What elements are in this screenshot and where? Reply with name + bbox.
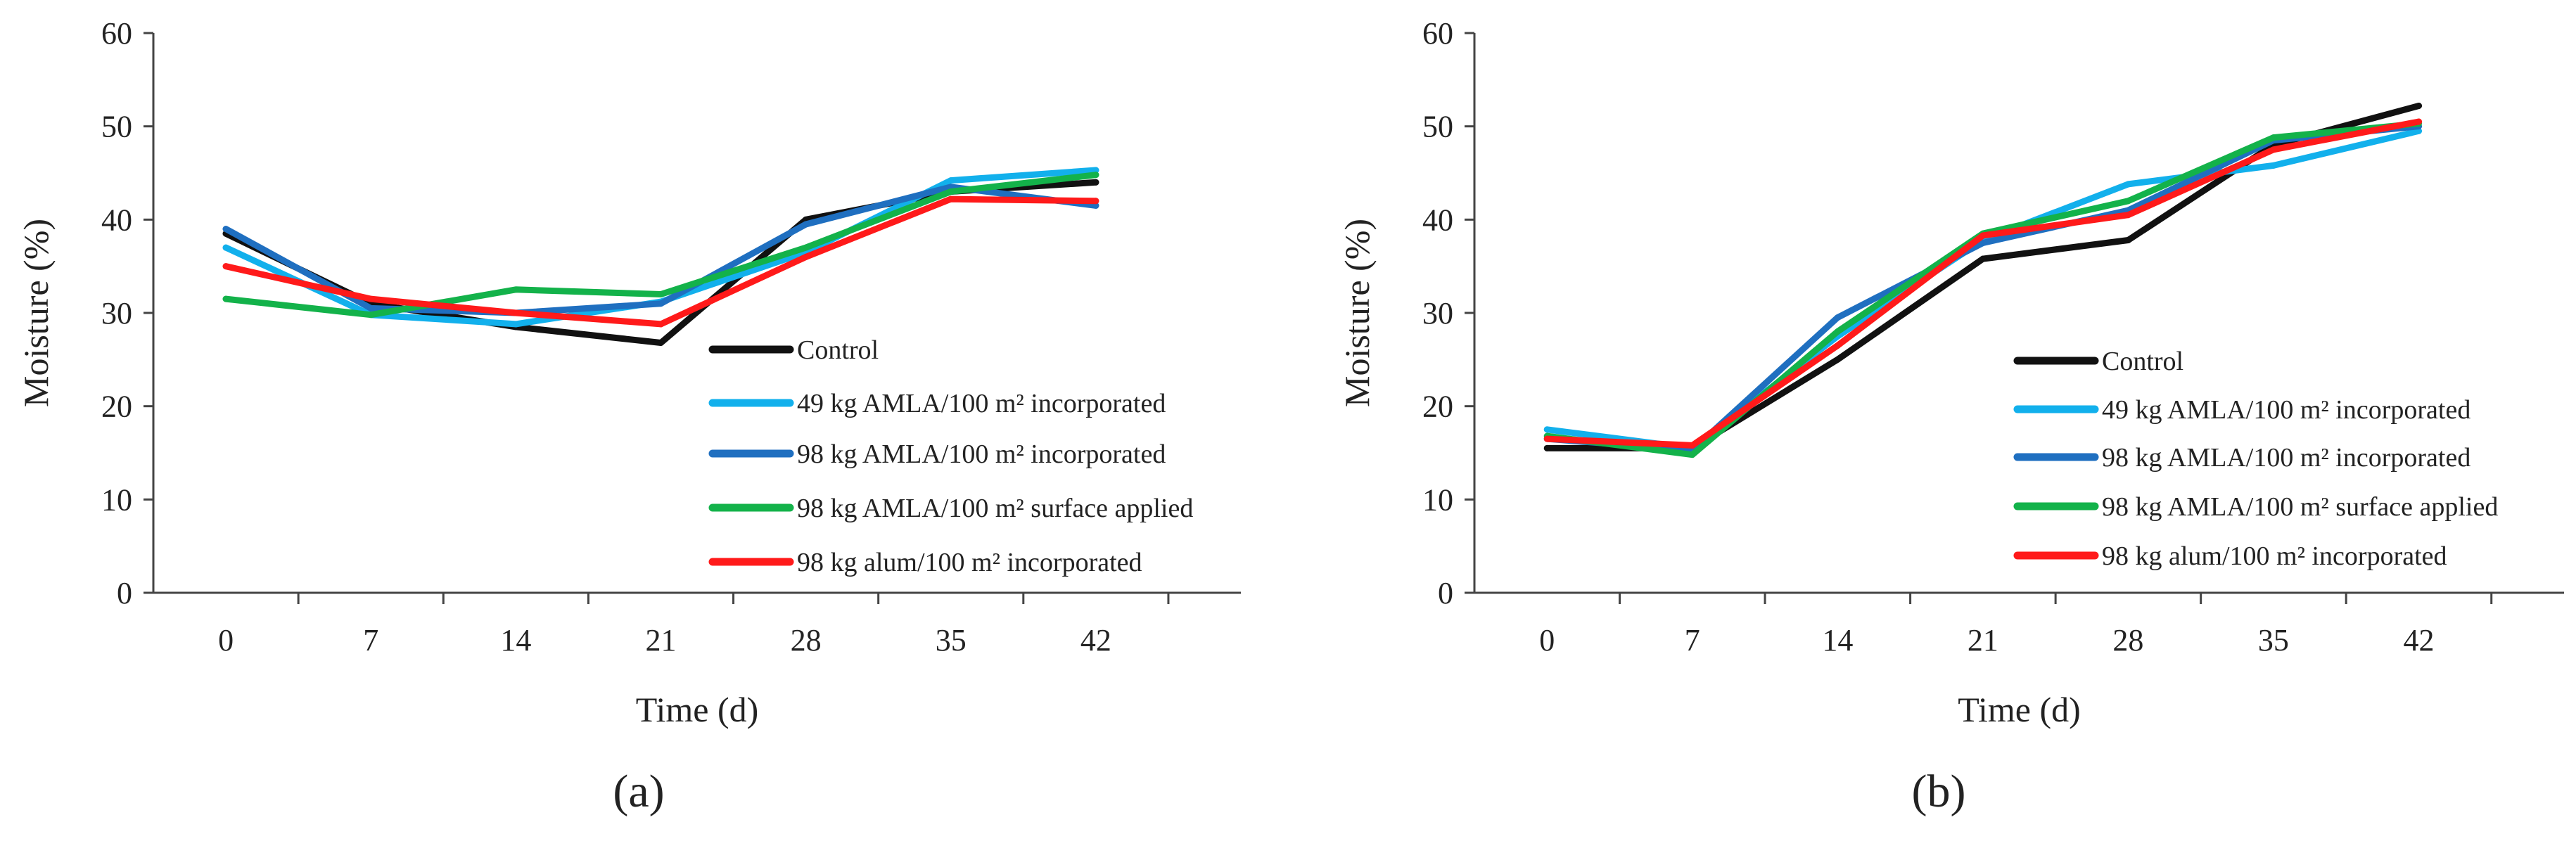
- data-point: [222, 263, 229, 270]
- data-point: [2270, 162, 2277, 169]
- data-point: [948, 195, 955, 203]
- data-point: [512, 286, 519, 293]
- data-point: [2415, 102, 2422, 109]
- data-point: [948, 188, 955, 195]
- data-point: [1979, 255, 1987, 262]
- y-tick-label: 60: [101, 16, 132, 51]
- legend-label: Control: [2102, 347, 2183, 376]
- x-tick-label: 21: [1968, 623, 1998, 657]
- y-axis-title: Moisture (%): [1337, 219, 1377, 407]
- panel-label: (a): [613, 766, 664, 817]
- data-point: [222, 226, 229, 233]
- x-tick-label: 0: [218, 623, 234, 657]
- x-tick-label: 35: [936, 623, 967, 657]
- data-point: [1543, 435, 1550, 442]
- data-point: [1092, 167, 1099, 174]
- x-tick-label: 35: [2258, 623, 2289, 657]
- data-point: [803, 244, 810, 251]
- data-point: [1834, 342, 1841, 349]
- y-axis-title: Moisture (%): [16, 219, 56, 407]
- data-point: [222, 295, 229, 302]
- y-tick-label: 50: [1422, 110, 1453, 144]
- data-point: [222, 244, 229, 251]
- x-tick-label: 28: [791, 623, 822, 657]
- x-tick-label: 42: [1080, 623, 1111, 657]
- data-point: [1834, 314, 1841, 321]
- data-point: [1689, 451, 1696, 458]
- data-point: [803, 221, 810, 228]
- data-point: [1979, 240, 1987, 246]
- x-axis-title: Time (d): [636, 690, 759, 729]
- data-point: [2270, 146, 2277, 153]
- y-tick-label: 0: [1438, 576, 1453, 610]
- x-tick-label: 7: [1685, 623, 1700, 657]
- data-point: [1689, 442, 1696, 449]
- legend-label: 49 kg AMLA/100 m² incorporated: [797, 389, 1166, 418]
- y-tick-label: 60: [1422, 16, 1453, 51]
- x-tick-label: 28: [2112, 623, 2143, 657]
- data-point: [1543, 426, 1550, 433]
- data-point: [367, 295, 374, 302]
- y-tick-label: 10: [101, 482, 132, 517]
- y-tick-label: 30: [1422, 296, 1453, 330]
- legend-label: 49 kg AMLA/100 m² incorporated: [2102, 395, 2470, 425]
- series-line: [222, 179, 1099, 346]
- data-point: [1092, 172, 1099, 179]
- data-point: [657, 339, 664, 346]
- data-point: [2124, 237, 2131, 244]
- data-point: [367, 312, 374, 319]
- y-tick-label: 20: [101, 390, 132, 424]
- data-point: [1979, 232, 1987, 239]
- legend-label: 98 kg AMLA/100 m² incorporated: [2102, 443, 2470, 473]
- data-point: [1092, 179, 1099, 186]
- y-tick-label: 20: [1422, 390, 1453, 424]
- x-tick-label: 14: [500, 623, 531, 657]
- x-tick-label: 0: [1539, 623, 1555, 657]
- data-point: [1092, 198, 1099, 205]
- y-tick-label: 40: [101, 203, 132, 237]
- x-tick-label: 14: [1822, 623, 1853, 657]
- chart-panel-b: 0 10 20 30 40 50 60 0 7 14 21 28 35 42 Time (d) Moistur…: [1337, 16, 2564, 817]
- data-point: [512, 309, 519, 316]
- data-point: [2415, 118, 2422, 125]
- legend-label: Control: [797, 335, 879, 365]
- data-point: [2124, 198, 2131, 205]
- y-tick-label: 30: [101, 296, 132, 330]
- legend-label: 98 kg AMLA/100 m² surface applied: [797, 494, 1193, 523]
- y-tick-label: 0: [117, 576, 132, 610]
- data-point: [2124, 181, 2131, 188]
- data-point: [657, 290, 664, 297]
- data-point: [948, 177, 955, 184]
- legend-label: 98 kg AMLA/100 m² incorporated: [797, 439, 1166, 469]
- data-point: [803, 253, 810, 260]
- data-point: [1834, 356, 1841, 363]
- data-point: [512, 321, 519, 328]
- data-point: [657, 321, 664, 328]
- data-point: [2270, 134, 2277, 141]
- legend-label: 98 kg AMLA/100 m² surface applied: [2102, 492, 2498, 522]
- data-point: [1834, 328, 1841, 335]
- legend-label: 98 kg alum/100 m² incorporated: [797, 548, 1142, 577]
- data-point: [2124, 212, 2131, 219]
- x-axis-title: Time (d): [1958, 690, 2081, 729]
- y-tick-label: 50: [101, 110, 132, 144]
- data-point: [367, 304, 374, 312]
- chart-panel-a: 0 10 20 30 40 50 60 0 7 14 21 28 35 42 Time (d) Moistur…: [16, 16, 1241, 817]
- x-tick-label: 42: [2403, 623, 2434, 657]
- y-tick-label: 10: [1422, 482, 1453, 517]
- data-point: [1543, 444, 1550, 451]
- data-point: [657, 300, 664, 307]
- x-tick-label: 21: [645, 623, 676, 657]
- panel-label: (b): [1912, 766, 1966, 817]
- legend-label: 98 kg alum/100 m² incorporated: [2102, 541, 2447, 571]
- x-tick-label: 7: [363, 623, 378, 657]
- y-tick-label: 40: [1422, 203, 1453, 237]
